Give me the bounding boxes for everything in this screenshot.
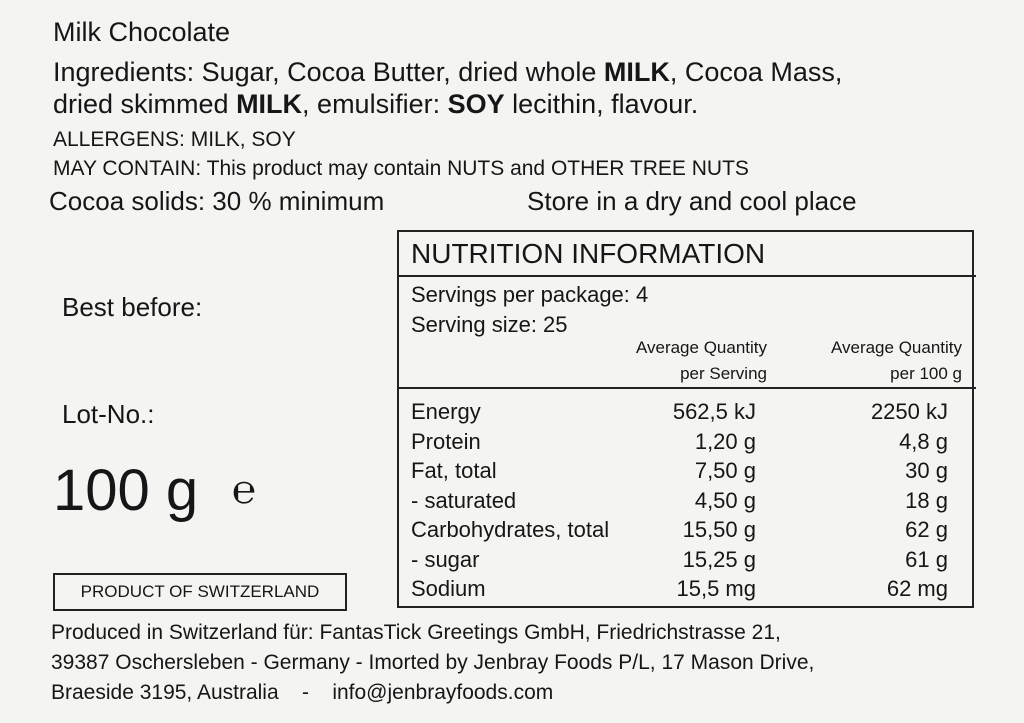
nutrient-name: Fat, total: [411, 458, 497, 483]
ingredient-segment: MILK: [236, 89, 303, 119]
per-serving-value: 562,5 kJ: [672, 399, 756, 424]
per-100g-value: 18 g: [905, 487, 948, 513]
col-header-per-100g: Average Quantity per 100 g: [830, 338, 962, 383]
per-serving-value: 15,25 g: [682, 546, 756, 572]
per-100g-value: 2250 kJ: [870, 399, 948, 424]
nutrition-table: NUTRITION INFORMATION Servings per packa…: [397, 230, 976, 608]
per-100g-value: 62 g: [905, 517, 948, 542]
servings-per-package: Servings per package: 4: [411, 282, 649, 307]
footer-line-1: Produced in Switzerland für: FantasTick …: [51, 621, 781, 644]
nutrition-row: Carbohydrates, total 15,50 g 62 g: [411, 517, 956, 547]
per-serving-value: 1,20 g: [694, 428, 756, 454]
nutrition-row: Fat, total 7,50 g 30 g: [411, 458, 956, 488]
ingredient-segment: Ingredients: Sugar, Cocoa Butter, dried …: [53, 57, 604, 87]
nutrition-row: - sugar 15,25 g 61 g: [411, 547, 956, 577]
per-serving-value: 7,50 g: [694, 458, 756, 483]
nutrient-name: Sodium: [411, 576, 486, 601]
estimated-sign-icon: ℮: [232, 468, 257, 512]
allergens: ALLERGENS: MILK, SOY: [53, 128, 296, 151]
ingredient-segment: dried skimmed: [53, 89, 237, 119]
col-header-per-serving: Average Quantity per Serving: [635, 338, 767, 383]
ingredient-segment: , emulsifier:: [302, 89, 448, 119]
per-serving-value: 15,5 mg: [676, 576, 757, 601]
best-before-label: Best before:: [62, 292, 203, 322]
net-weight: 100 g: [53, 458, 199, 523]
nutrition-title: NUTRITION INFORMATION: [411, 238, 766, 269]
per-serving-value: 15,50 g: [682, 517, 756, 542]
per-100g-value: 4,8 g: [899, 428, 948, 454]
ingredient-segment: SOY: [447, 89, 505, 119]
nutrient-name: Protein: [411, 428, 481, 454]
lot-number-label: Lot-No.:: [62, 399, 155, 429]
per-100g-value: 30 g: [905, 458, 948, 483]
nutrition-row: Energy 562,5 kJ 2250 kJ: [411, 399, 956, 429]
per-100g-value: 62 mg: [886, 576, 948, 601]
footer-line-2: 39387 Oschersleben - Germany - Imorted b…: [51, 651, 815, 674]
may-contain: MAY CONTAIN: This product may contain NU…: [53, 157, 749, 180]
nutrient-name: Carbohydrates, total: [411, 517, 610, 542]
nutrient-name: Energy: [411, 399, 481, 424]
nutrition-row: - saturated 4,50 g 18 g: [411, 488, 956, 518]
nutrition-row: Sodium 15,5 mg 62 mg: [411, 576, 956, 606]
storage-instructions: Store in a dry and cool place: [527, 186, 857, 216]
nutrient-name: - sugar: [411, 546, 480, 572]
ingredient-segment: MILK: [603, 57, 670, 87]
ingredient-segment: lecithin, flavour.: [504, 89, 699, 119]
per-100g-value: 61 g: [905, 546, 948, 572]
nutrition-row: Protein 1,20 g 4,8 g: [411, 429, 956, 459]
product-name: Milk Chocolate: [53, 17, 231, 47]
footer-line-3: Braeside 3195, Australia - info@jenbrayf…: [51, 681, 554, 704]
ingredients-line-1: Ingredients: Sugar, Cocoa Butter, dried …: [53, 59, 842, 86]
per-serving-value: 4,50 g: [694, 487, 756, 513]
nutrient-name: - saturated: [411, 487, 517, 513]
serving-size: Serving size: 25: [411, 312, 568, 337]
origin-box: PRODUCT OF SWITZERLAND: [53, 573, 347, 611]
ingredient-segment: , Cocoa Mass,: [669, 57, 843, 87]
ingredients-line-2: dried skimmed MILK, emulsifier: SOY leci…: [53, 91, 698, 118]
cocoa-solids: Cocoa solids: 30 % minimum: [49, 186, 385, 216]
